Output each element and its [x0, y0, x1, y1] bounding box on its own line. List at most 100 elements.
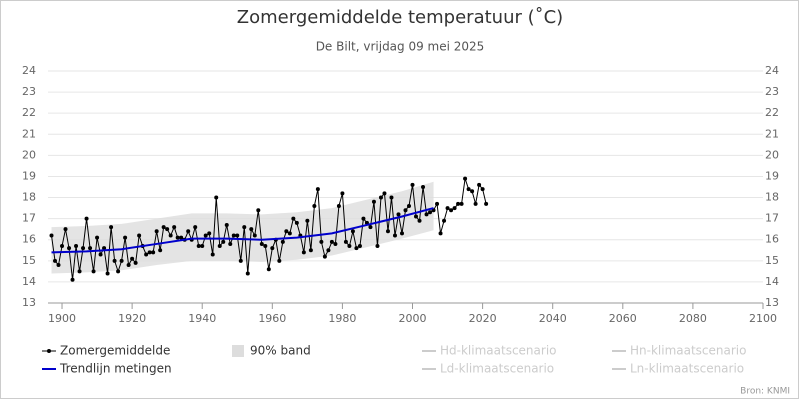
- data-point: [105, 271, 110, 276]
- data-point: [116, 269, 121, 274]
- data-point: [347, 244, 352, 249]
- data-point: [77, 269, 82, 274]
- data-point: [305, 218, 310, 223]
- data-point: [392, 233, 397, 238]
- data-point: [382, 191, 387, 196]
- data-point: [63, 227, 68, 232]
- data-point: [112, 258, 117, 263]
- data-point: [60, 244, 65, 249]
- data-point: [147, 250, 152, 255]
- y-tick-label: 16: [22, 233, 36, 246]
- legend-label: Zomergemiddelde: [60, 344, 170, 358]
- data-point: [235, 233, 240, 238]
- legend-symbol: [232, 345, 244, 357]
- data-point: [266, 267, 271, 272]
- data-point: [484, 201, 489, 206]
- source: Bron: KNMI: [740, 387, 790, 397]
- data-point: [466, 187, 471, 192]
- y2-tick-label: 17: [765, 212, 779, 225]
- data-point: [378, 195, 383, 200]
- data-point: [119, 258, 124, 263]
- data-point: [95, 235, 100, 240]
- data-point: [249, 227, 254, 232]
- data-point: [396, 212, 401, 217]
- data-point: [256, 208, 261, 213]
- data-point: [228, 241, 233, 246]
- data-point: [445, 206, 450, 211]
- data-point: [357, 244, 362, 249]
- x-tick-label: 1940: [188, 312, 216, 325]
- legend-label: Trendlijn metingen: [59, 362, 172, 376]
- data-point: [403, 208, 408, 213]
- data-point: [179, 235, 184, 240]
- data-point: [242, 225, 247, 230]
- data-point: [245, 271, 250, 276]
- y-tick-label: 14: [22, 275, 36, 288]
- y2-tick-label: 14: [765, 275, 779, 288]
- data-point: [224, 222, 229, 227]
- data-point: [175, 235, 180, 240]
- data-point: [168, 233, 173, 238]
- data-point: [301, 250, 306, 255]
- data-point: [203, 233, 208, 238]
- data-point: [207, 231, 212, 236]
- y-tick-label: 18: [22, 191, 36, 204]
- data-point: [161, 225, 166, 230]
- data-point: [421, 185, 426, 189]
- data-point: [81, 246, 86, 251]
- trend-line: [51, 207, 434, 254]
- y-tick-label: 13: [22, 296, 36, 309]
- data-point: [312, 203, 317, 208]
- data-point: [158, 248, 163, 253]
- data-point: [133, 260, 138, 265]
- legend-symbol: [47, 349, 51, 353]
- y2-tick-label: 24: [765, 64, 779, 77]
- data-point: [270, 246, 275, 251]
- y-tick-label: 19: [22, 169, 36, 182]
- data-point: [102, 246, 107, 251]
- x-tick-label: 2040: [539, 312, 567, 325]
- y-tick-label: 20: [22, 148, 36, 161]
- x-tick-label: 1900: [48, 312, 76, 325]
- data-point: [385, 229, 390, 234]
- data-point: [456, 201, 461, 206]
- y2-tick-label: 18: [765, 191, 779, 204]
- data-point: [449, 208, 454, 213]
- data-point: [407, 203, 412, 208]
- data-point: [186, 229, 191, 234]
- data-point: [343, 239, 348, 244]
- y-tick-label: 22: [22, 106, 36, 119]
- data-point: [424, 212, 429, 217]
- data-point: [336, 203, 341, 208]
- data-point: [221, 239, 226, 244]
- data-point: [368, 225, 373, 230]
- x-tick-label: 1920: [118, 312, 146, 325]
- data-point: [67, 246, 72, 251]
- data-point: [130, 256, 135, 261]
- data-point: [463, 176, 468, 181]
- data-point: [280, 239, 285, 244]
- data-point: [417, 218, 422, 223]
- data-point: [259, 241, 264, 246]
- data-point: [414, 214, 419, 219]
- data-point: [200, 244, 205, 249]
- x-tick-label: 1980: [328, 312, 356, 325]
- legend-label: Ln-klimaatscenario: [630, 362, 744, 376]
- data-point: [315, 187, 320, 192]
- data-point: [196, 244, 201, 249]
- data-point: [210, 252, 215, 257]
- y-tick-label: 15: [22, 254, 36, 267]
- data-point: [165, 227, 170, 232]
- data-point: [277, 258, 282, 263]
- data-point: [151, 250, 156, 255]
- data-point: [480, 187, 485, 192]
- data-point: [74, 244, 79, 249]
- data-point: [442, 218, 447, 223]
- data-point: [98, 252, 103, 257]
- x-tick-label: 2000: [399, 312, 427, 325]
- data-point: [333, 241, 338, 246]
- legend-label: Ld-klimaatscenario: [440, 362, 554, 376]
- x-tick-label: 2060: [609, 312, 637, 325]
- y-tick-label: 21: [22, 127, 36, 140]
